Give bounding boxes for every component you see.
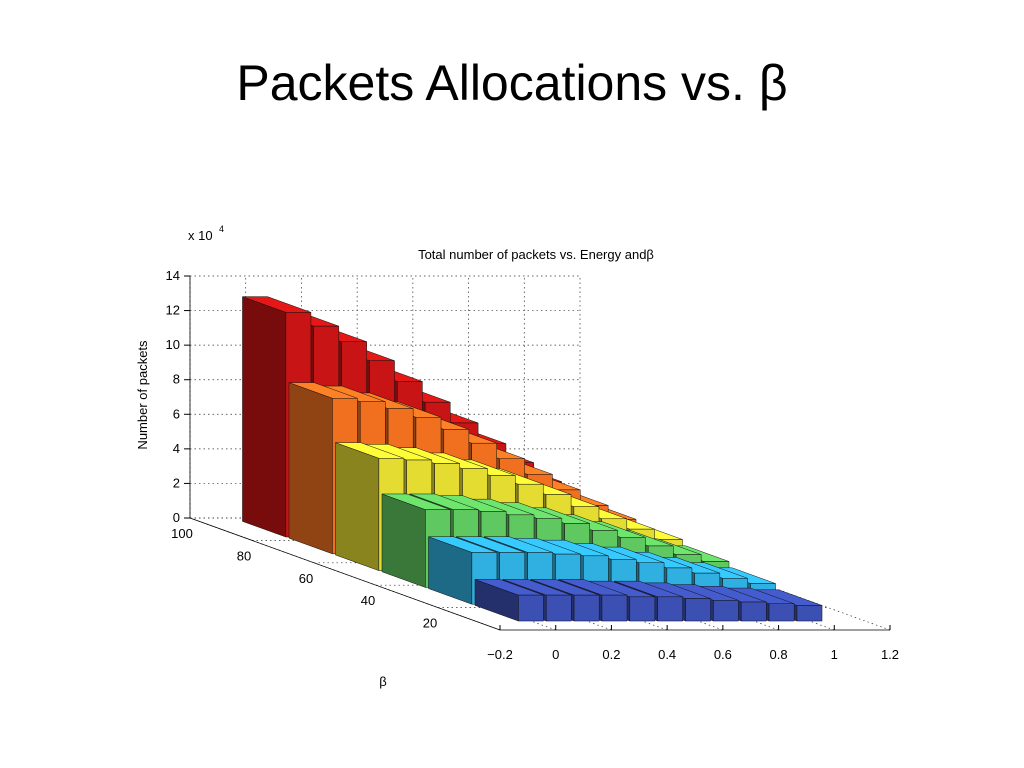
bar-front — [629, 596, 656, 622]
x-tick-label: 0.6 — [714, 647, 732, 662]
plot: 0 2 4 6 8 10 12 14 −0.2 0 0.2 0.4 0.6 0.8 1 1.2 20 40 60 80… — [166, 268, 900, 662]
slide-title: Packets Allocations vs. β — [236, 55, 787, 111]
chart-title: Total number of packets vs. Energy andβ — [418, 247, 654, 262]
bar-front — [545, 594, 572, 622]
y-tick-label: 8 — [173, 372, 180, 387]
beta-tick-label: 100 — [171, 526, 193, 541]
y-tick-label: 2 — [173, 475, 180, 490]
bar-front — [796, 605, 823, 622]
x-tick-label: 0.2 — [602, 647, 620, 662]
x-tick-label: 1 — [831, 647, 838, 662]
beta-tick-label: 40 — [361, 593, 375, 608]
bar-front — [518, 594, 544, 622]
bar-front — [601, 594, 628, 622]
bar-side — [288, 382, 333, 555]
axis-line — [189, 517, 501, 631]
bar-front — [713, 600, 739, 622]
bar-front — [768, 603, 795, 622]
y-tick-label: 12 — [166, 303, 180, 318]
y-exponent: 4 — [219, 224, 224, 234]
y-axis-label: Number of packets — [135, 340, 150, 450]
y-tick-label: 0 — [173, 510, 180, 525]
y-exponent-base: x 10 — [188, 228, 213, 243]
bar-front — [685, 598, 711, 622]
beta-tick-label: 60 — [299, 571, 313, 586]
x-tick-label: 1.2 — [881, 647, 899, 662]
bar-front — [657, 596, 683, 622]
bar-side — [335, 442, 380, 571]
bar-side — [381, 493, 426, 588]
x-tick-label: 0.4 — [658, 647, 676, 662]
bar-front — [573, 594, 600, 622]
y-tick-label: 6 — [173, 406, 180, 421]
bar — [288, 382, 358, 555]
y-tick-label: 10 — [166, 337, 180, 352]
x-tick-label: 0 — [552, 647, 559, 662]
beta-tick-label: 80 — [237, 548, 251, 563]
bar-front — [740, 601, 767, 622]
y-tick-label: 14 — [166, 268, 180, 283]
x-tick-label: −0.2 — [487, 647, 513, 662]
beta-axis-label: β — [379, 674, 386, 689]
beta-tick-label: 20 — [423, 616, 437, 631]
y-tick-label: 4 — [173, 441, 180, 456]
bar-side — [242, 296, 287, 538]
x-tick-label: 0.8 — [770, 647, 788, 662]
bar — [474, 579, 544, 622]
